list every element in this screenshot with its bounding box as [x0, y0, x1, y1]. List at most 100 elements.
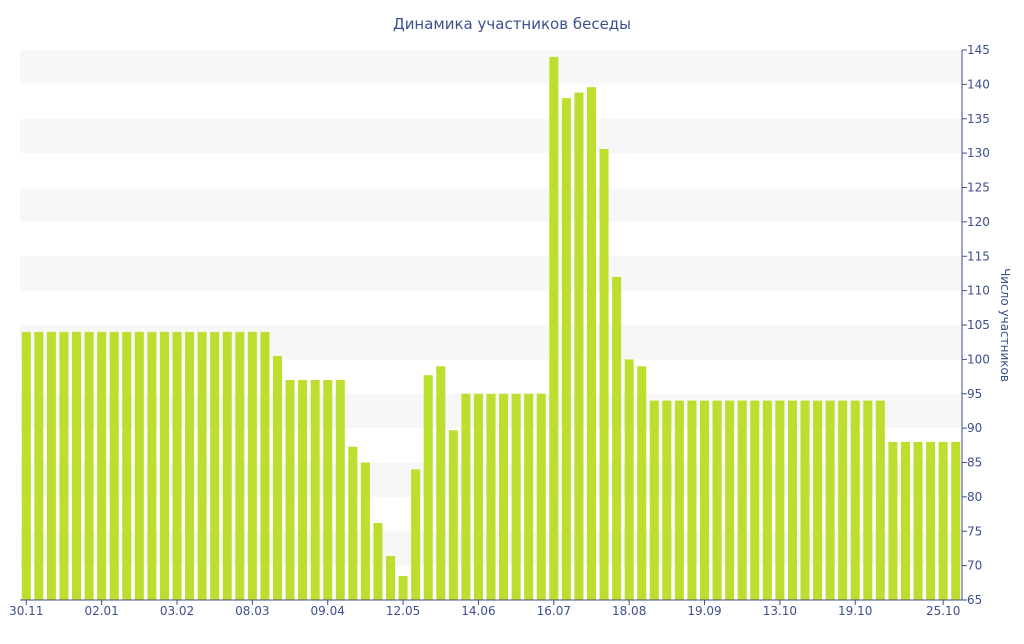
bar: [875, 400, 885, 601]
bar: [888, 441, 898, 601]
bar: [222, 331, 232, 601]
bar: [272, 355, 282, 600]
x-tick-label: 02.01: [84, 604, 118, 618]
x-tick-label: 16.07: [537, 604, 571, 618]
bar: [800, 400, 810, 601]
bar: [649, 400, 659, 601]
y-tick-label: 145: [967, 43, 990, 57]
bar: [310, 380, 320, 600]
bar: [285, 380, 295, 600]
bar: [775, 400, 785, 601]
grid-band: [20, 187, 962, 222]
bar: [373, 523, 383, 600]
bar: [97, 331, 107, 601]
bar: [499, 393, 509, 600]
x-tick-label: 08.03: [235, 604, 269, 618]
bar: [737, 400, 747, 601]
bar: [725, 400, 735, 601]
y-tick-label: 110: [967, 284, 990, 298]
bar: [84, 331, 94, 601]
chart-title: Динамика участников беседы: [393, 15, 631, 33]
x-tick-label: 25.10: [926, 604, 960, 618]
bar: [386, 556, 396, 600]
bar: [674, 400, 684, 601]
bar: [700, 400, 710, 601]
bar: [536, 393, 546, 600]
bar: [524, 393, 534, 600]
y-axis: 65 70 75 80 85 90 95 100 105 110 115 120 125 130 135 14…: [961, 43, 990, 607]
grid-band: [20, 50, 962, 85]
y-tick-label: 90: [967, 421, 982, 435]
bar: [561, 98, 571, 601]
bar: [21, 331, 31, 601]
x-axis: 30.11 02.01 03.02 08.03 09.04 12.05 14.06 16.07…: [9, 599, 962, 618]
bar: [612, 276, 622, 601]
bar: [172, 331, 182, 601]
bar: [260, 331, 270, 601]
bar: [687, 400, 697, 601]
bar: [122, 331, 132, 601]
bar: [134, 331, 144, 601]
bar: [951, 441, 961, 601]
bars-group: [21, 56, 961, 601]
bar: [549, 56, 559, 601]
grid-band: [20, 118, 962, 154]
bar: [159, 331, 169, 601]
bar: [900, 441, 910, 601]
x-tick-label: 12.05: [386, 604, 420, 618]
bar: [323, 380, 333, 600]
y-tick-label: 130: [967, 146, 990, 160]
y-tick-label: 65: [967, 593, 982, 607]
bar: [511, 393, 521, 600]
bar: [813, 400, 823, 601]
bar: [235, 331, 245, 601]
bar: [109, 331, 119, 601]
bar: [712, 400, 722, 601]
bar: [448, 430, 458, 600]
x-tick-label: 19.09: [687, 604, 721, 618]
bar: [637, 366, 647, 600]
bar: [59, 331, 69, 601]
x-tick-label: 18.08: [612, 604, 646, 618]
bar: [787, 400, 797, 601]
y-tick-label: 75: [967, 524, 982, 538]
bar: [398, 575, 408, 600]
y-tick-label: 140: [967, 77, 990, 91]
y-tick-label: 120: [967, 215, 990, 229]
bar: [938, 441, 948, 601]
bar: [486, 393, 496, 600]
bar: [863, 400, 873, 601]
bar: [197, 331, 207, 601]
bar: [247, 331, 257, 601]
bar: [147, 331, 157, 601]
x-tick-label: 03.02: [160, 604, 194, 618]
x-tick-label: 09.04: [311, 604, 345, 618]
bar: [750, 400, 760, 601]
y-axis-label: Число участников: [998, 268, 1012, 382]
y-tick-label: 135: [967, 112, 990, 126]
grid-band: [20, 256, 962, 291]
bar: [423, 375, 433, 600]
y-tick-label: 95: [967, 387, 982, 401]
bar: [762, 400, 772, 601]
y-tick-label: 85: [967, 456, 982, 470]
x-tick-label: 14.06: [461, 604, 495, 618]
x-tick-label: 13.10: [763, 604, 797, 618]
bar: [586, 87, 596, 600]
bar: [335, 380, 345, 600]
bar: [473, 393, 483, 600]
bar: [825, 400, 835, 601]
bar: [210, 331, 220, 601]
bar: [574, 92, 584, 601]
bar: [461, 393, 471, 600]
bar: [46, 331, 56, 601]
bar: [599, 149, 609, 600]
y-tick-label: 115: [967, 249, 990, 263]
bar: [360, 462, 370, 600]
bar: [913, 441, 923, 601]
bar: [411, 469, 421, 601]
y-tick-label: 70: [967, 559, 982, 573]
bar: [624, 359, 634, 601]
